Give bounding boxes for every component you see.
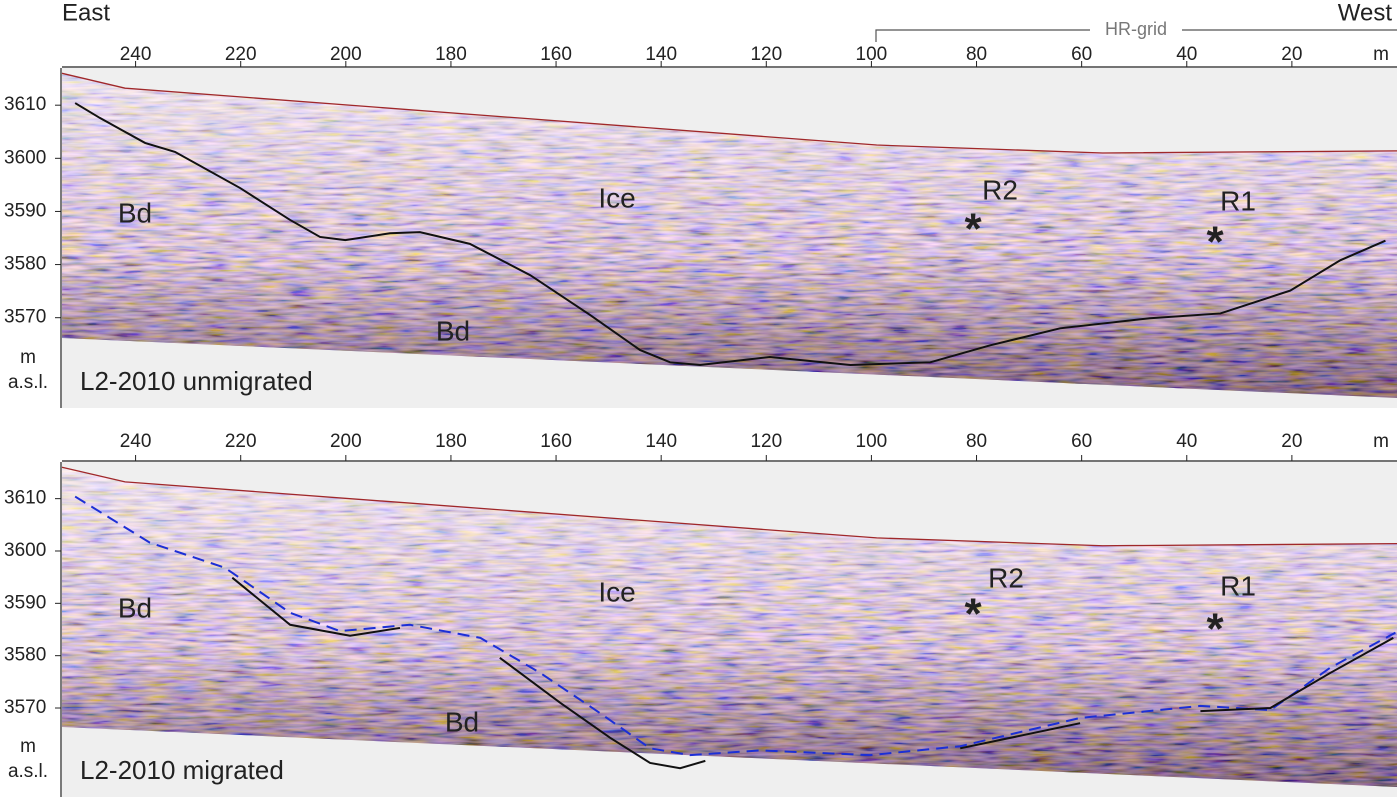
- annotation: R2: [982, 174, 1018, 205]
- y-tick-label: 3590: [4, 592, 46, 613]
- y-tick-label: 3610: [4, 94, 46, 115]
- y-axis-label: m: [20, 736, 36, 757]
- annotation: Ice: [598, 576, 635, 607]
- hr-grid-label: HR-grid: [1105, 19, 1167, 39]
- x-tick-label: 240: [120, 431, 152, 452]
- panel-title: L2-2010 unmigrated: [80, 366, 313, 396]
- y-axis-label: a.s.l.: [8, 761, 48, 782]
- line-bed-unmigrated: [74, 495, 1396, 757]
- annotation: Ice: [598, 182, 635, 213]
- y-tick-label: 3580: [4, 645, 46, 666]
- x-tick-label: 120: [750, 431, 782, 452]
- line-bed: [74, 102, 1386, 366]
- y-tick-label: 3600: [4, 540, 46, 561]
- x-tick-label: 40: [1176, 44, 1197, 65]
- panel-title: L2-2010 migrated: [80, 755, 284, 785]
- annotation: Bd: [118, 592, 152, 623]
- x-tick-label: 100: [856, 44, 888, 65]
- x-tick-label: 80: [966, 44, 987, 65]
- annotation: R1: [1220, 185, 1256, 216]
- annotation: Bd: [436, 315, 470, 346]
- east-label: East: [62, 0, 110, 26]
- y-tick-label: 3570: [4, 697, 46, 718]
- x-unit: m: [1373, 44, 1389, 65]
- x-tick-label: 180: [435, 44, 467, 65]
- x-tick-label: 200: [330, 44, 362, 65]
- annotation: Bd: [445, 706, 479, 737]
- line-surface: [61, 466, 1398, 547]
- x-tick-label: 240: [120, 44, 152, 65]
- y-tick-label: 3580: [4, 254, 46, 275]
- line-bed-migrated: [231, 576, 1394, 770]
- x-tick-label: 140: [645, 44, 677, 65]
- marker-star: *: [964, 590, 982, 639]
- x-tick-label: 120: [750, 44, 782, 65]
- x-tick-label: 140: [645, 431, 677, 452]
- x-tick-label: 80: [966, 431, 987, 452]
- x-tick-label: 20: [1281, 44, 1302, 65]
- y-tick-label: 3570: [4, 307, 46, 328]
- x-tick-label: 160: [540, 44, 572, 65]
- marker-star: *: [1206, 218, 1224, 267]
- hr-grid-bracket: [875, 29, 1397, 42]
- x-tick-label: 100: [856, 431, 888, 452]
- marker-star: *: [1206, 605, 1224, 654]
- y-tick-label: 3610: [4, 488, 46, 509]
- x-tick-label: 220: [225, 44, 257, 65]
- x-tick-label: 160: [540, 431, 572, 452]
- y-axis-label: m: [20, 347, 36, 368]
- y-tick-label: 3600: [4, 147, 46, 168]
- x-tick-label: 220: [225, 431, 257, 452]
- x-tick-label: 60: [1071, 44, 1092, 65]
- marker-star: *: [964, 205, 982, 254]
- x-tick-label: 40: [1176, 431, 1197, 452]
- x-tick-label: 20: [1281, 431, 1302, 452]
- x-tick-label: 180: [435, 431, 467, 452]
- annotation: R1: [1220, 570, 1256, 601]
- x-tick-label: 60: [1071, 431, 1092, 452]
- y-tick-label: 3590: [4, 200, 46, 221]
- annotation: R2: [988, 562, 1024, 593]
- x-tick-label: 200: [330, 431, 362, 452]
- west-label: West: [1338, 0, 1393, 26]
- line-surface: [61, 72, 1398, 154]
- annotation: Bd: [118, 197, 152, 228]
- y-axis-label: a.s.l.: [8, 372, 48, 393]
- x-unit: m: [1373, 431, 1389, 452]
